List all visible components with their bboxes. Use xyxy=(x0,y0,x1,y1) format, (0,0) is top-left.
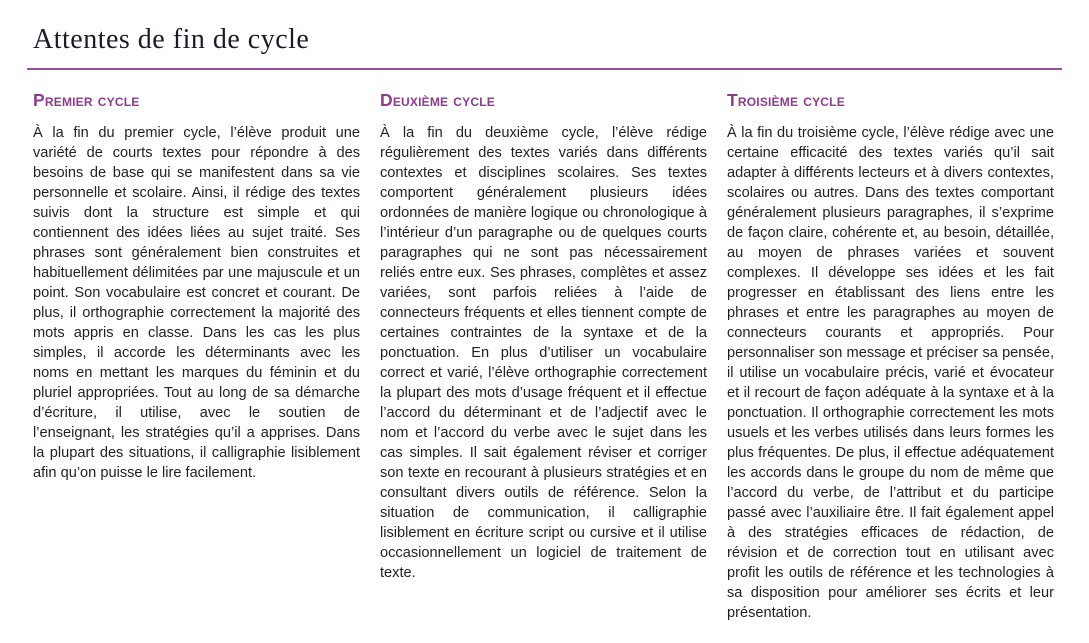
column-troisieme-cycle: Troisième cycle À la fin du troisième cy… xyxy=(727,90,1054,623)
cycle-columns: Premier cycle À la fin du premier cycle,… xyxy=(0,70,1089,623)
column-deuxieme-cycle: Deuxième cycle À la fin du deuxième cycl… xyxy=(380,90,707,623)
premier-cycle-body-text: À la fin du premier cycle, l’élève produ… xyxy=(33,124,360,481)
premier-cycle-heading: Premier cycle xyxy=(33,90,140,110)
deuxieme-cycle-heading: Deuxième cycle xyxy=(380,90,495,110)
troisieme-cycle-body-text: À la fin du troisième cycle, l’élève réd… xyxy=(727,124,1054,621)
page-title: Attentes de fin de cycle xyxy=(33,24,310,55)
title-divider-rule xyxy=(27,68,1062,70)
deuxieme-cycle-body-text: À la fin du deuxième cycle, l’élève rédi… xyxy=(380,124,707,581)
troisieme-cycle-heading: Troisième cycle xyxy=(727,90,845,110)
column-premier-cycle: Premier cycle À la fin du premier cycle,… xyxy=(33,90,360,623)
